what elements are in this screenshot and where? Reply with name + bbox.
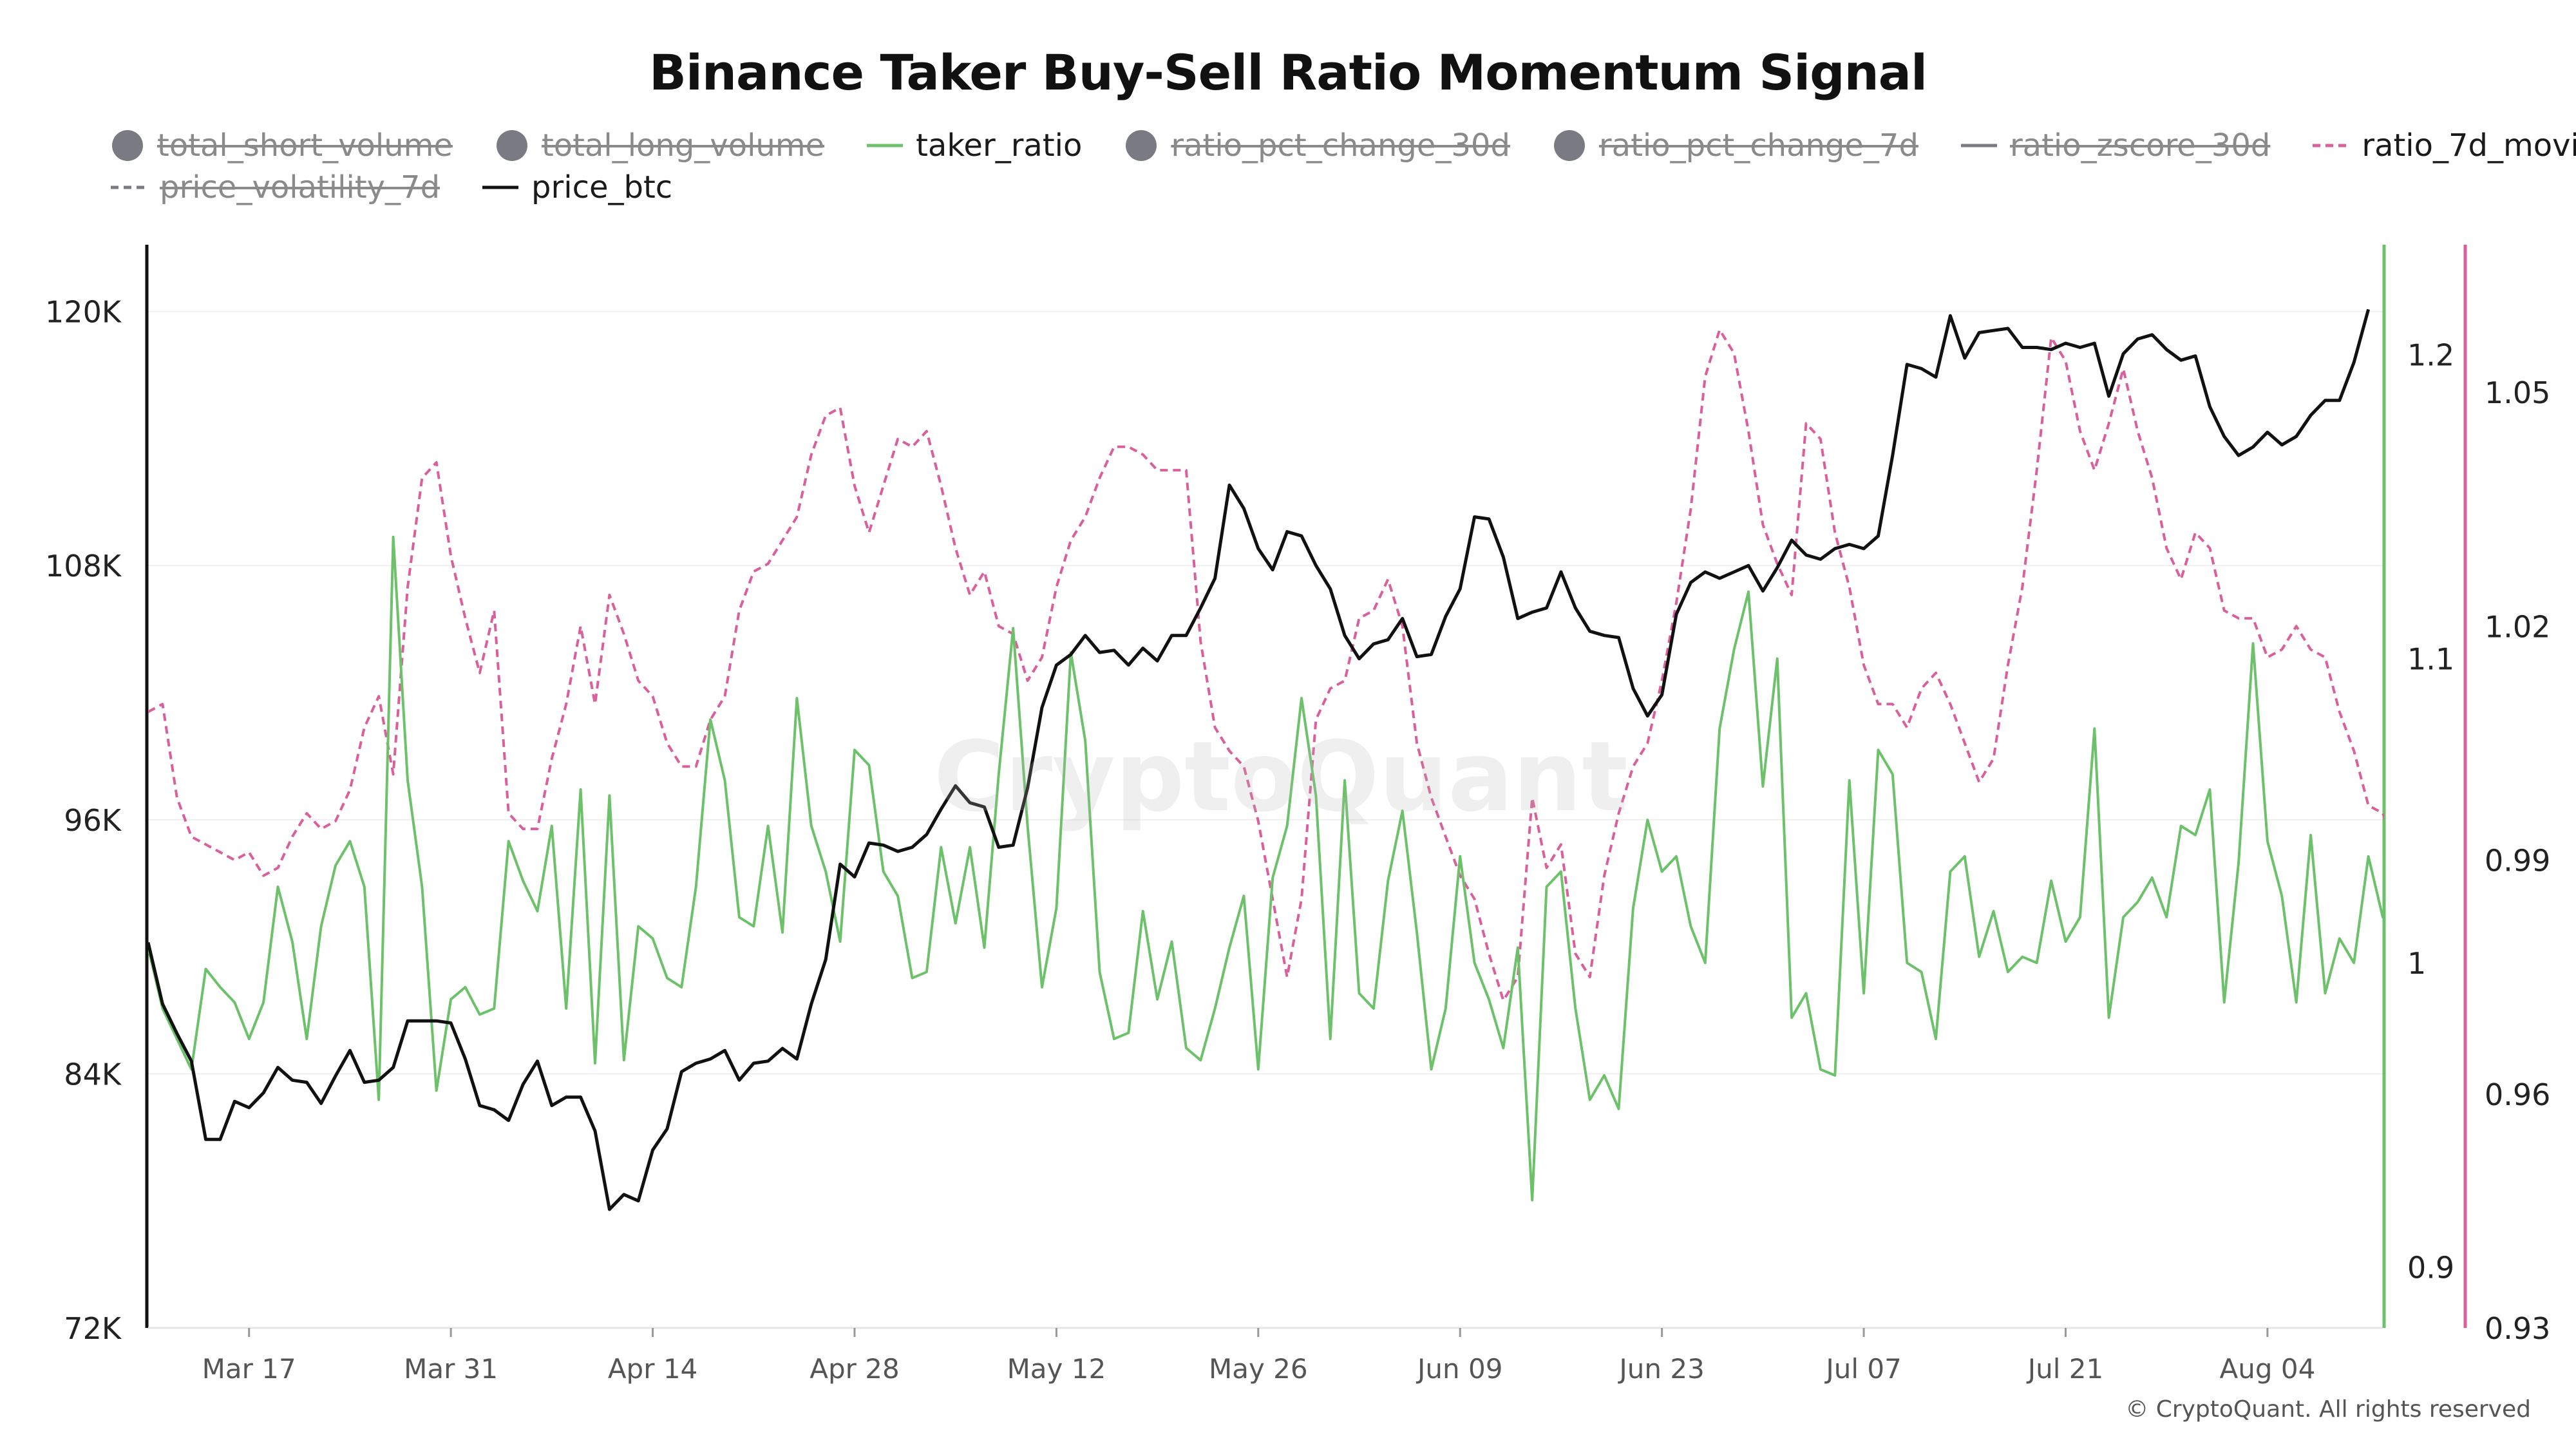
legend-item-ratio-pct-change-7d[interactable]: ratio_pct_change_7d <box>1551 128 1918 164</box>
series-line-price-btc <box>148 308 2371 1211</box>
legend-row: price_volatility_7d price_btc <box>109 167 714 208</box>
series-line-ratio-7d-moving-avg <box>148 328 2384 1002</box>
legend-item-total-short-volume[interactable]: total_short_volume <box>109 128 453 164</box>
legend-label: total_short_volume <box>157 128 453 164</box>
x-tick-label: Jul 21 <box>2026 1353 2103 1385</box>
y-tick-label-price: 72K <box>64 1311 122 1346</box>
legend-marker <box>866 139 904 152</box>
legend-item-taker-ratio[interactable]: taker_ratio <box>866 128 1082 164</box>
x-tick-label: Aug 04 <box>2219 1353 2315 1385</box>
legend-label: price_btc <box>531 169 673 205</box>
x-tick-label: May 12 <box>1007 1353 1106 1385</box>
legend-marker <box>1123 128 1159 164</box>
y-tick-label-price: 108K <box>45 549 122 583</box>
legend-item-ratio-7d-moving-avg[interactable]: ratio_7d_moving_avg <box>2311 128 2576 164</box>
y-tick-label-price: 120K <box>45 295 122 330</box>
legend-item-total-long-volume[interactable]: total_long_volume <box>494 128 824 164</box>
legend-label: ratio_pct_change_30d <box>1171 128 1510 164</box>
legend-item-ratio-pct-change-30d[interactable]: ratio_pct_change_30d <box>1123 128 1510 164</box>
legend-marker <box>494 128 530 164</box>
legend-item-price-volatility-7d[interactable]: price_volatility_7d <box>109 169 440 205</box>
legend-marker <box>1551 128 1587 164</box>
legend-marker <box>481 181 520 194</box>
y-tick-label-price: 84K <box>64 1057 122 1092</box>
legend-label: total_long_volume <box>541 128 825 164</box>
x-tick-label: Mar 31 <box>404 1353 498 1385</box>
legend-row: total_short_volume total_long_volume taker… <box>109 125 2576 166</box>
y-tick-label-price: 96K <box>64 803 122 838</box>
legend-marker <box>2311 139 2350 152</box>
x-tick-label: Jul 07 <box>1824 1353 1901 1385</box>
chart-title: Binance Taker Buy-Sell Ratio Momentum Si… <box>649 44 1927 101</box>
legend-marker <box>1960 139 1998 152</box>
legend-item-ratio-zscore-30d[interactable]: ratio_zscore_30d <box>1960 128 2270 164</box>
y-tick-label-ma: 0.99 <box>2485 844 2550 878</box>
legend-label: ratio_7d_moving_avg <box>2362 128 2576 164</box>
y-tick-label-ma: 1.05 <box>2485 375 2550 410</box>
copyright-notice: © CryptoQuant. All rights reserved <box>2125 1396 2531 1423</box>
x-tick-label: Apr 14 <box>608 1353 697 1385</box>
legend-label: ratio_pct_change_7d <box>1598 128 1918 164</box>
legend-label: ratio_zscore_30d <box>2009 128 2271 164</box>
x-tick-label: May 26 <box>1209 1353 1308 1385</box>
legend-label: taker_ratio <box>916 128 1083 164</box>
x-tick-label: Jun 23 <box>1617 1353 1704 1385</box>
y-tick-label-ratio: 1.2 <box>2407 337 2454 372</box>
x-tick-label: Jun 09 <box>1416 1353 1502 1385</box>
y-tick-label-ma: 0.96 <box>2485 1077 2550 1112</box>
series-line-taker-ratio <box>148 535 2384 1202</box>
y-tick-label-ratio: 1 <box>2407 946 2426 981</box>
y-tick-label-ratio: 0.9 <box>2407 1251 2454 1285</box>
x-tick-label: Mar 17 <box>202 1353 296 1385</box>
x-tick-label: Apr 28 <box>810 1353 899 1385</box>
legend-marker <box>109 181 148 194</box>
legend-label: price_volatility_7d <box>160 169 440 205</box>
y-tick-label-ma: 1.02 <box>2485 609 2550 644</box>
y-tick-label-ma: 0.93 <box>2485 1311 2550 1346</box>
legend-marker <box>109 128 146 164</box>
y-tick-label-ratio: 1.1 <box>2407 642 2454 677</box>
legend-item-price-btc[interactable]: price_btc <box>481 169 672 205</box>
